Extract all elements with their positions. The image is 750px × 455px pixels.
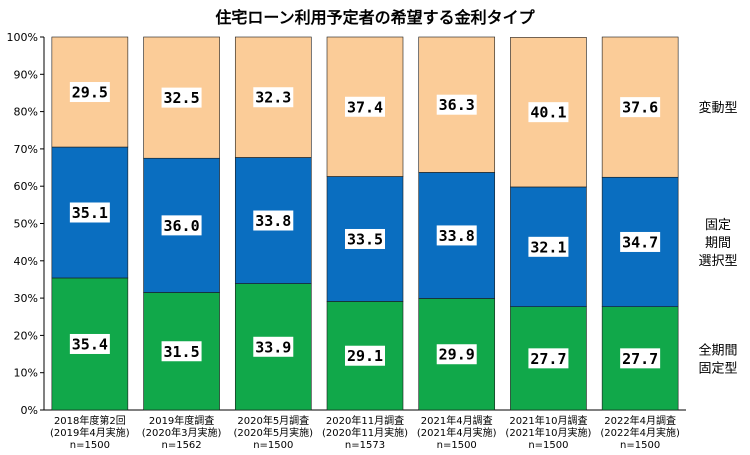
x-tick-label: (2020年3月実施) xyxy=(142,426,222,439)
x-tick-label: 2018年度第2回 xyxy=(54,414,126,427)
data-label: 36.3 xyxy=(439,96,475,114)
data-label: 33.8 xyxy=(439,227,475,245)
data-label-box xyxy=(345,228,385,249)
x-tick-label: (2019年4月実施) xyxy=(50,426,130,439)
data-label-box xyxy=(161,87,202,108)
chart-title: 住宅ローン利用予定者の希望する金利タイプ xyxy=(215,8,535,27)
x-tick-label: 2019年度調査 xyxy=(149,414,214,427)
y-tick-label: 20% xyxy=(14,329,38,342)
x-tick-label: (2020年5月実施) xyxy=(233,426,313,439)
data-label: 32.3 xyxy=(255,89,291,107)
x-tick-label: 2021年4月調査 xyxy=(421,414,493,427)
x-tick-label: n=1500 xyxy=(528,440,568,451)
legend-entry: 固定型 xyxy=(698,361,737,376)
y-tick-label: 90% xyxy=(14,68,38,81)
data-label: 31.5 xyxy=(164,343,200,361)
x-tick-label: 2021年10月調査 xyxy=(509,414,587,427)
x-tick-label: n=1500 xyxy=(437,440,477,451)
data-label-box xyxy=(69,333,110,354)
data-label: 34.7 xyxy=(622,233,658,251)
data-label-box xyxy=(253,210,294,231)
legend-entry: 全期間 xyxy=(698,342,737,358)
data-label-box xyxy=(436,344,477,365)
x-tick-label: (2022年4月実施) xyxy=(600,426,680,439)
data-label-box xyxy=(528,236,569,257)
data-label-box xyxy=(161,215,202,236)
y-tick-label: 0% xyxy=(21,404,38,417)
x-tick-label: n=1500 xyxy=(620,440,660,451)
data-label: 33.5 xyxy=(347,230,383,248)
legend-entry: 固定 xyxy=(705,218,731,233)
x-tick-label: 2020年11月調査 xyxy=(326,414,404,427)
data-label: 29.1 xyxy=(347,347,383,365)
legend-entry: 選択型 xyxy=(698,254,737,269)
data-label-box xyxy=(528,348,569,369)
y-tick-label: 70% xyxy=(14,143,38,156)
data-label: 36.0 xyxy=(164,217,200,235)
x-tick-label: (2021年10月実施) xyxy=(505,426,591,439)
data-label-box xyxy=(161,341,202,362)
x-tick-label: n=1562 xyxy=(161,440,201,451)
data-label-box xyxy=(253,336,294,357)
x-tick-label: (2020年11月実施) xyxy=(322,426,408,439)
y-tick-label: 100% xyxy=(7,31,38,44)
x-tick-label: n=1573 xyxy=(345,440,385,451)
x-tick-label: n=1500 xyxy=(70,440,110,451)
data-label: 37.6 xyxy=(622,99,658,117)
data-label: 35.4 xyxy=(72,335,108,353)
x-tick-label: 2022年4月調査 xyxy=(604,414,676,427)
legend-entry: 期間 xyxy=(705,236,731,251)
data-label-box xyxy=(253,87,294,108)
data-label: 29.5 xyxy=(72,84,108,102)
data-label: 35.1 xyxy=(72,204,108,222)
data-label: 27.7 xyxy=(622,350,658,368)
data-label-box xyxy=(436,94,477,115)
data-label: 27.7 xyxy=(530,350,566,368)
x-tick-label: n=1500 xyxy=(253,440,293,451)
data-label: 33.8 xyxy=(255,212,291,230)
y-tick-label: 30% xyxy=(14,292,38,305)
data-label-box xyxy=(69,82,110,103)
x-tick-label: 2020年5月調査 xyxy=(237,414,309,427)
data-label-box xyxy=(345,345,385,366)
data-label: 37.4 xyxy=(347,98,383,116)
data-label-box xyxy=(620,348,661,369)
data-label-box xyxy=(620,97,661,118)
data-label: 40.1 xyxy=(530,104,566,122)
y-tick-label: 40% xyxy=(14,255,38,268)
data-label-box xyxy=(69,202,110,223)
data-label: 32.5 xyxy=(164,89,200,107)
y-tick-label: 80% xyxy=(14,106,38,119)
data-label: 33.9 xyxy=(255,338,291,356)
x-tick-label: (2021年4月実施) xyxy=(417,426,497,439)
data-label-box xyxy=(620,231,661,252)
legend-entry: 変動型 xyxy=(698,100,737,116)
data-label-box xyxy=(528,102,569,123)
data-label: 32.1 xyxy=(530,238,566,256)
data-label-box xyxy=(345,96,385,117)
y-tick-label: 10% xyxy=(14,367,38,380)
y-tick-label: 50% xyxy=(14,218,38,231)
y-tick-label: 60% xyxy=(14,180,38,193)
data-label: 29.9 xyxy=(439,346,475,364)
data-label-box xyxy=(436,225,477,246)
